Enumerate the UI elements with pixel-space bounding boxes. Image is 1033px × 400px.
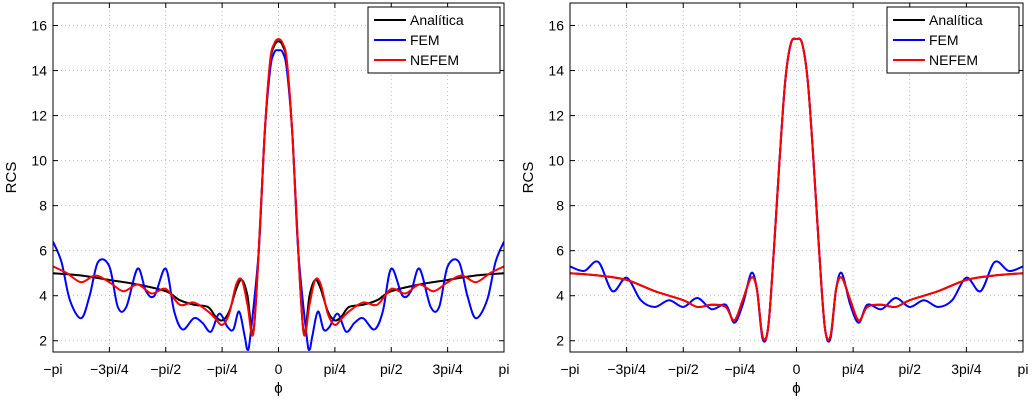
chart-1: −pi −3pi/4 −pi/2 −pi/4 0 pi/4 pi/2 3pi/4 pi 2 4 6 8 1… xyxy=(3,2,510,397)
chart-1-x-tick-label: pi/4 xyxy=(324,361,347,377)
chart-1-x-tick-label: −pi/2 xyxy=(150,361,181,377)
chart-1-y-tick-label: 14 xyxy=(31,63,47,79)
chart-2-y-tick-label: 16 xyxy=(548,18,564,34)
chart-2-y-tick-label: 2 xyxy=(556,333,564,349)
chart-2-y-tick-label: 10 xyxy=(548,153,564,169)
chart-1-legend-label-fem: FEM xyxy=(410,32,440,48)
chart-2-legend-label-nefem: NEFEM xyxy=(929,52,978,68)
chart-1-x-tick-label: 0 xyxy=(275,361,283,377)
chart-2-legend: Analítica FEM NEFEM xyxy=(886,6,1020,74)
chart-1-legend-label-analitica: Analítica xyxy=(410,12,464,28)
chart-2-legend-label-fem: FEM xyxy=(929,32,959,48)
chart-1-x-tick-label: −pi xyxy=(43,361,62,377)
chart-2-y-tick-label: 4 xyxy=(556,288,564,304)
chart-2-x-tick-label: −3pi/4 xyxy=(607,361,646,377)
chart-2-y-tick-label: 14 xyxy=(548,63,564,79)
chart-2-y-tick-label: 8 xyxy=(556,198,564,214)
chart-2-x-tick-label: −pi/2 xyxy=(668,361,699,377)
chart-1-y-tick-label: 4 xyxy=(39,288,47,304)
chart-2: −pi −3pi/4 −pi/2 −pi/4 0 pi/4 pi/2 3pi/4 pi 2 4 6 8 1… xyxy=(520,2,1029,397)
chart-2-series-nefem-line xyxy=(570,37,1023,341)
chart-1-x-tick-label: 3pi/4 xyxy=(432,361,463,377)
chart-1-y-tick-label: 6 xyxy=(39,243,47,259)
chart-1-series-group xyxy=(53,38,504,351)
chart-2-y-tick-label: 12 xyxy=(548,108,564,124)
chart-1-y-tick-label: 16 xyxy=(31,18,47,34)
chart-1-series-nefem-line xyxy=(53,38,504,337)
chart-2-legend-label-analitica: Analítica xyxy=(929,12,983,28)
chart-1-y-axis-label: RCS xyxy=(3,162,20,194)
chart-2-y-tick-label: 6 xyxy=(556,243,564,259)
chart-1-y-tick-label: 8 xyxy=(39,198,47,214)
chart-2-y-axis-label: RCS xyxy=(520,162,537,194)
chart-1-x-tick-label: −3pi/4 xyxy=(90,361,129,377)
chart-1-series-analitica-line xyxy=(53,40,504,336)
chart-2-x-tick-label: 0 xyxy=(793,361,801,377)
chart-1-x-tick-label: pi xyxy=(499,361,510,377)
chart-2-x-axis-label: ϕ xyxy=(792,380,800,397)
chart-2-x-tick-label: pi/4 xyxy=(842,361,865,377)
chart-1-y-tick-label: 2 xyxy=(39,333,47,349)
chart-2-series-group xyxy=(570,37,1023,343)
chart-1-x-tick-label: pi/2 xyxy=(380,361,403,377)
chart-2-x-tick-label: pi xyxy=(1018,361,1029,377)
chart-2-x-tick-label: 3pi/4 xyxy=(951,361,982,377)
chart-1-x-axis-label: ϕ xyxy=(274,380,282,397)
chart-1-y-tick-label: 12 xyxy=(31,108,47,124)
chart-2-x-tick-label: −pi xyxy=(560,361,579,377)
chart-1-legend: Analítica FEM NEFEM xyxy=(367,6,501,74)
chart-1-x-tick-label: −pi/4 xyxy=(207,361,238,377)
chart-2-x-tick-label: −pi/4 xyxy=(725,361,756,377)
chart-2-x-tick-label: pi/2 xyxy=(898,361,921,377)
chart-1-y-tick-label: 10 xyxy=(31,153,47,169)
chart-1-legend-label-nefem: NEFEM xyxy=(410,52,459,68)
